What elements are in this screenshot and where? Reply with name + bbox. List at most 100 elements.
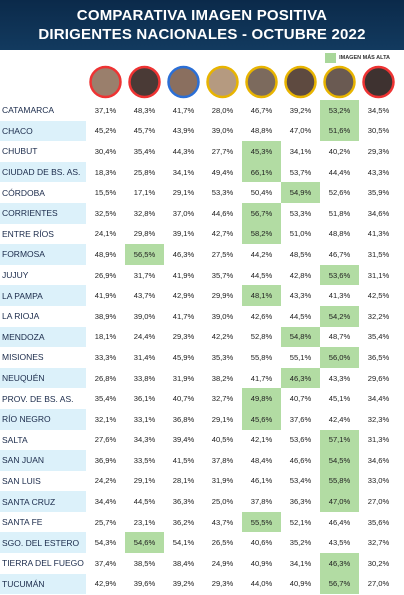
value-cell: 52,1% [289,517,312,527]
value-cell: 42,2% [211,332,234,342]
table-row: CIUDAD DE BS. AS. 18,3% 25,8% 34,1% 49,4% 66,… [0,161,404,183]
portrait [128,65,161,99]
value-cell: 31,5% [367,249,390,259]
value-cell: 56,0% [320,347,359,368]
table-row: LA PAMPA 41,9% 43,7% 42,9% 29,9% 48,1% 43,3% 41… [0,285,404,306]
value-cell: 31,4% [133,352,156,362]
value-cell: 42,4% [328,414,351,424]
value-cell: 29,1% [211,414,234,424]
value-cell: 46,6% [289,455,312,465]
value-cell: 39,0% [211,311,234,321]
row-label: CÓRDOBA [2,187,45,198]
value-cell: 34,1% [289,146,312,156]
value-cell: 25,8% [133,167,156,177]
value-cell: 33,1% [133,414,156,424]
value-cell: 46,3% [172,249,195,259]
value-cell: 48,3% [133,105,156,115]
value-cell: 33,3% [94,352,117,362]
value-cell: 55,1% [289,352,312,362]
value-cell: 47,0% [289,126,312,136]
value-cell: 37,8% [250,497,273,507]
value-cell: 37,6% [289,414,312,424]
row-label: CIUDAD DE BS. AS. [0,161,86,183]
value-cell: 44,4% [328,167,351,177]
value-cell: 42,9% [94,579,117,589]
value-cell: 40,2% [328,146,351,156]
table-row: TUCUMÁN 42,9% 39,6% 39,2% 29,3% 44,0% 40,9% 56,… [0,573,404,595]
legend-swatch [325,53,337,63]
value-cell: 39,2% [172,579,195,589]
value-cell: 50,4% [250,188,273,198]
value-cell: 45,9% [172,352,195,362]
value-cell: 34,6% [367,455,390,465]
value-cell: 40,7% [172,394,195,404]
legend-label: IMAGEN MÁS ALTA [339,55,390,61]
value-cell: 44,5% [133,497,156,507]
row-label: MENDOZA [0,326,86,348]
value-cell: 45,3% [242,141,281,162]
value-cell: 35,7% [211,270,234,280]
table-row: NEUQUÉN 26,8% 33,8% 31,9% 38,2% 41,7% 46,3% 43,… [0,367,404,389]
table-row: CHUBUT 30,4% 35,4% 44,3% 27,7% 45,3% 34,1% 40,2… [0,141,404,162]
value-cell: 39,0% [133,311,156,321]
value-cell: 41,9% [172,270,195,280]
table-row: LA RIOJA 38,9% 39,0% 41,7% 39,0% 42,6% 44,5% 54… [0,305,404,327]
table-row: JUJUY 26,9% 31,7% 41,9% 35,7% 44,5% 42,8% 53,6%… [0,264,404,286]
value-cell: 36,2% [172,517,195,527]
value-cell: 48,9% [94,249,117,259]
table-row: SANTA CRUZ 34,4% 44,5% 36,3% 25,0% 37,8% 36,3%… [0,491,404,512]
value-cell: 41,7% [172,311,195,321]
value-cell: 29,9% [211,291,234,301]
value-cell: 53,7% [289,167,312,177]
value-cell: 55,5% [242,511,281,533]
portrait [167,65,200,99]
value-cell: 24,4% [133,332,156,342]
value-cell: 34,1% [289,558,312,568]
value-cell: 45,2% [94,126,117,136]
value-cell: 43,3% [328,373,351,383]
value-cell: 49,8% [242,388,281,409]
value-cell: 51,6% [320,120,359,142]
value-cell: 42,1% [250,435,273,445]
row-label: SALTA [2,434,28,445]
value-cell: 34,3% [133,435,156,445]
value-cell: 18,3% [94,167,117,177]
value-cell: 31,1% [367,270,390,280]
row-label: CORRIENTES [0,202,86,224]
value-cell: 43,9% [172,126,195,136]
value-cell: 43,3% [367,167,390,177]
value-cell: 43,7% [211,517,234,527]
value-cell: 40,9% [289,579,312,589]
value-cell: 31,9% [172,373,195,383]
table-row: CHACO 45,2% 45,7% 43,9% 39,0% 48,8% 47,0% 51,6%… [0,120,404,142]
table-row: FORMOSA 48,9% 56,5% 46,3% 27,5% 44,2% 48,5% 46,… [0,244,404,265]
row-label: SANTA FE [2,517,43,528]
value-cell: 38,5% [133,558,156,568]
portrait [323,65,356,99]
value-cell: 44,6% [211,208,234,218]
value-cell: 46,1% [250,476,273,486]
value-cell: 40,6% [250,538,273,548]
row-label: SAN LUIS [2,475,41,486]
table-row: CÓRDOBA 15,5% 17,1% 29,1% 53,3% 50,4% 54,9% 52,… [0,182,404,203]
value-cell: 54,2% [320,305,359,327]
value-cell: 24,1% [94,229,117,239]
table-row: SAN LUIS 24,2% 29,1% 28,1% 31,9% 46,1% 53,4% 55… [0,470,404,492]
value-cell: 52,8% [250,332,273,342]
value-cell: 32,7% [367,538,390,548]
value-cell: 45,7% [133,126,156,136]
value-cell: 36,8% [172,414,195,424]
value-cell: 29,3% [211,579,234,589]
value-cell: 17,1% [133,188,156,198]
value-cell: 30,4% [94,146,117,156]
value-cell: 35,4% [133,146,156,156]
portrait [89,65,122,99]
value-cell: 27,0% [367,579,390,589]
value-cell: 40,9% [250,558,273,568]
value-cell: 41,7% [250,373,273,383]
value-cell: 29,8% [133,229,156,239]
table-row: SANTA FE 25,7% 23,1% 36,2% 43,7% 55,5% 52,1% 46… [0,511,404,533]
value-cell: 54,1% [172,538,195,548]
value-cell: 55,8% [250,352,273,362]
